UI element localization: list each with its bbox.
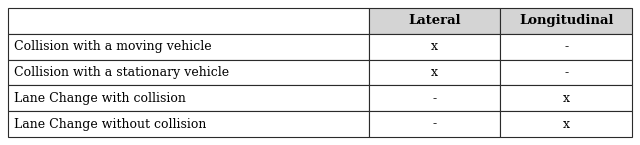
Bar bbox=[500, 60, 632, 85]
Text: Lateral: Lateral bbox=[408, 14, 461, 27]
Bar bbox=[369, 60, 500, 85]
Bar bbox=[500, 8, 632, 34]
Text: -: - bbox=[433, 92, 436, 105]
Bar bbox=[500, 34, 632, 60]
Text: x: x bbox=[563, 118, 570, 131]
Bar bbox=[8, 34, 369, 60]
Text: x: x bbox=[431, 66, 438, 79]
Text: -: - bbox=[564, 66, 568, 79]
Bar bbox=[8, 60, 369, 85]
Bar bbox=[8, 111, 369, 137]
Text: -: - bbox=[433, 118, 436, 131]
Bar bbox=[369, 8, 500, 34]
Text: Collision with a stationary vehicle: Collision with a stationary vehicle bbox=[14, 66, 229, 79]
Bar bbox=[369, 111, 500, 137]
Text: Collision with a moving vehicle: Collision with a moving vehicle bbox=[14, 40, 212, 53]
Text: x: x bbox=[563, 92, 570, 105]
Bar bbox=[369, 85, 500, 111]
Text: -: - bbox=[564, 40, 568, 53]
Bar bbox=[500, 111, 632, 137]
Bar bbox=[369, 34, 500, 60]
Bar bbox=[500, 85, 632, 111]
Text: x: x bbox=[431, 40, 438, 53]
Text: Lane Change with collision: Lane Change with collision bbox=[14, 92, 186, 105]
Text: Lane Change without collision: Lane Change without collision bbox=[14, 118, 206, 131]
Text: Longitudinal: Longitudinal bbox=[519, 14, 613, 27]
Bar bbox=[8, 85, 369, 111]
Bar bbox=[8, 8, 369, 34]
